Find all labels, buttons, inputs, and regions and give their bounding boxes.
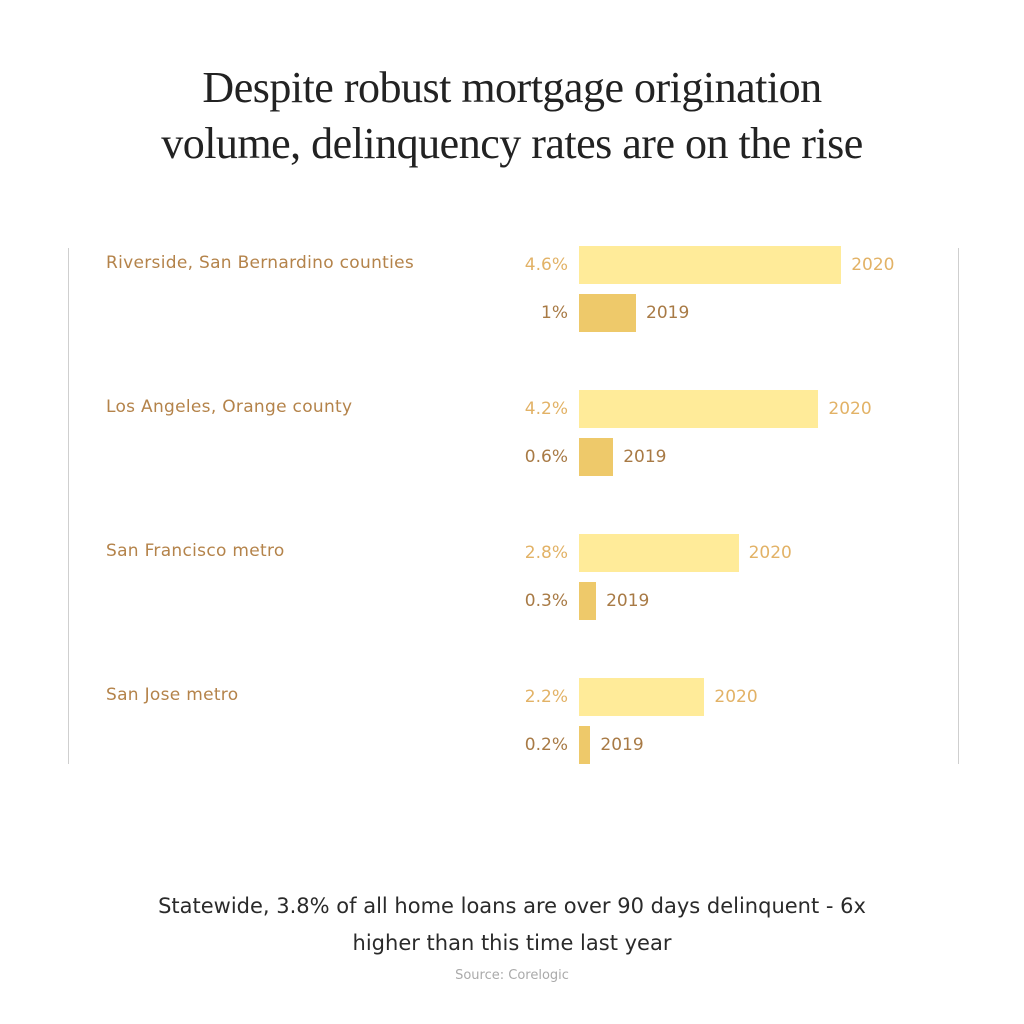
category-group: Riverside, San Bernardino counties 4.6% 20… [0, 246, 1024, 342]
year-label-2019: 2019 [600, 735, 644, 755]
value-label-2020: 2.8% [524, 543, 568, 563]
right-divider [958, 248, 959, 764]
footer-line-1: Statewide, 3.8% of all home loans are ov… [158, 894, 866, 918]
bar-2020 [579, 678, 705, 716]
value-label-2020: 4.6% [524, 255, 568, 275]
year-label-2020: 2020 [748, 543, 792, 563]
bar-2020 [579, 390, 819, 428]
category-group: San Jose metro 2.2% 2020 0.2% 2019 [0, 678, 1024, 774]
bar-row-2020: 4.2% 2020 [0, 390, 1024, 428]
year-label-2020: 2020 [828, 399, 872, 419]
left-divider [68, 248, 69, 764]
value-label-2019: 0.3% [524, 591, 568, 611]
bar-2020 [579, 534, 739, 572]
bar-row-2020: 4.6% 2020 [0, 246, 1024, 284]
bar-row-2020: 2.8% 2020 [0, 534, 1024, 572]
category-label: San Jose metro [106, 685, 239, 705]
year-label-2020: 2020 [714, 687, 758, 707]
value-label-2019: 1% [541, 303, 568, 323]
footer-line-2: higher than this time last year [352, 931, 672, 955]
chart-title: Despite robust mortgage origination volu… [0, 60, 1024, 172]
bar-row-2020: 2.2% 2020 [0, 678, 1024, 716]
bar-2019 [579, 294, 636, 332]
title-line-1: Despite robust mortgage origination [202, 63, 822, 112]
category-label: Riverside, San Bernardino counties [106, 253, 415, 273]
value-label-2019: 0.6% [524, 447, 568, 467]
year-label-2019: 2019 [606, 591, 650, 611]
footer-annotation: Statewide, 3.8% of all home loans are ov… [0, 888, 1024, 962]
value-label-2020: 2.2% [524, 687, 568, 707]
category-label: San Francisco metro [106, 541, 285, 561]
category-label: Los Angeles, Orange county [106, 397, 353, 417]
year-label-2019: 2019 [623, 447, 667, 467]
bar-row-2019: 0.6% 2019 [0, 438, 1024, 476]
value-label-2020: 4.2% [524, 399, 568, 419]
value-label-2019: 0.2% [524, 735, 568, 755]
bar-2019 [579, 582, 597, 620]
bar-2019 [579, 438, 614, 476]
bar-row-2019: 0.2% 2019 [0, 726, 1024, 764]
source-note: Source: Corelogic [455, 968, 569, 983]
bar-row-2019: 0.3% 2019 [0, 582, 1024, 620]
bar-2019 [579, 726, 591, 764]
bar-2020 [579, 246, 842, 284]
bar-row-2019: 1% 2019 [0, 294, 1024, 332]
category-group: Los Angeles, Orange county 4.2% 2020 0.6% 20… [0, 390, 1024, 486]
category-group: San Francisco metro 2.8% 2020 0.3% 2019 [0, 534, 1024, 630]
year-label-2019: 2019 [646, 303, 690, 323]
year-label-2020: 2020 [851, 255, 895, 275]
title-line-2: volume, delinquency rates are on the ris… [161, 119, 863, 168]
